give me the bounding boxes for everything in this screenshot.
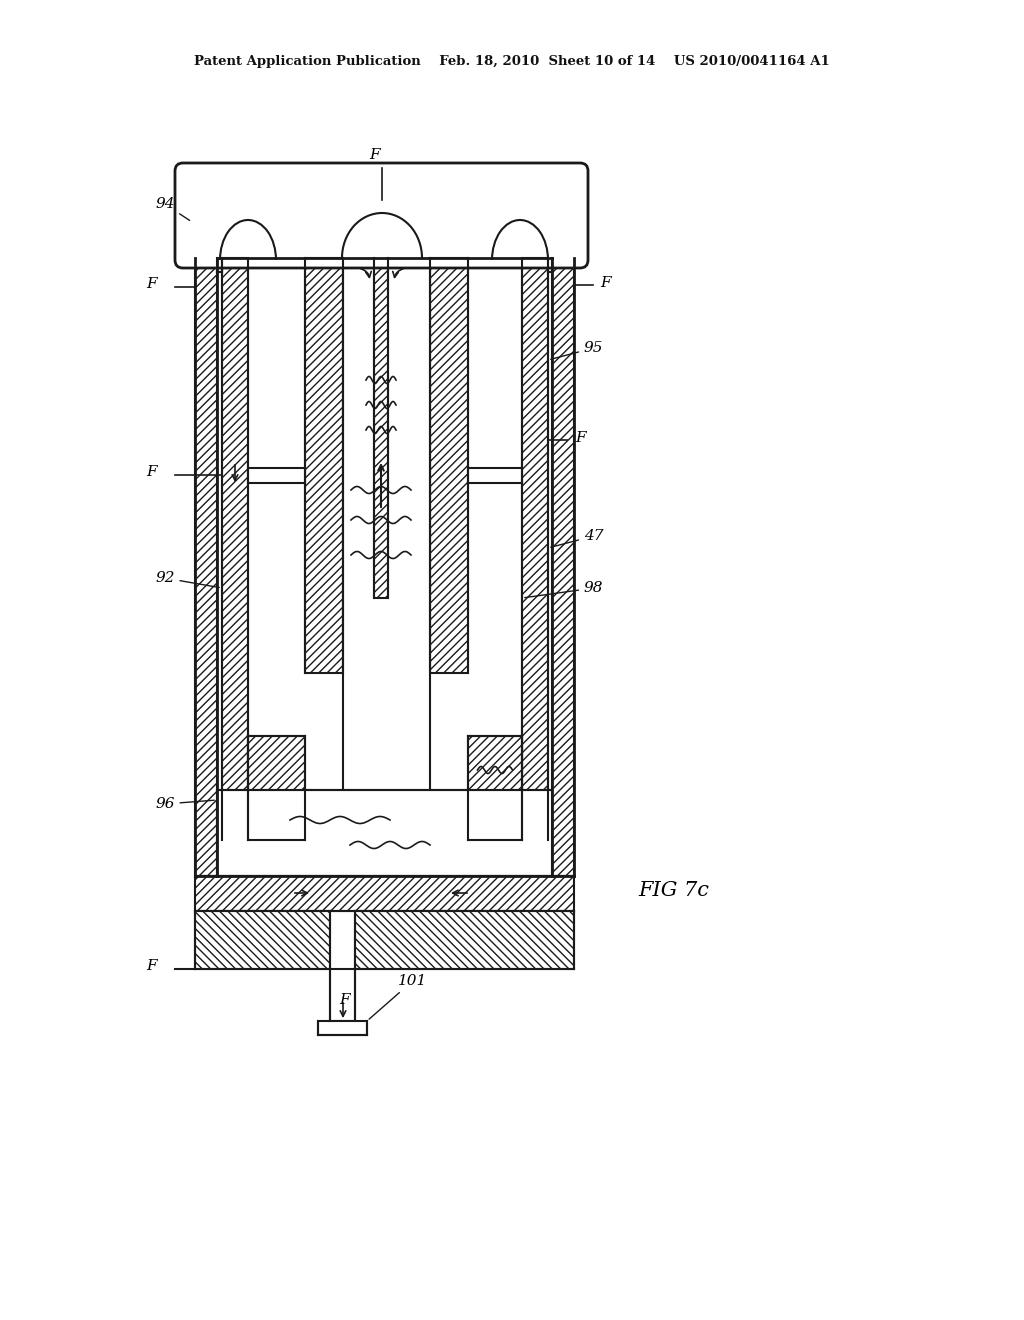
Bar (222, 260, 248, 840)
Bar (430, 257, 468, 673)
Text: FIG 7c: FIG 7c (638, 880, 709, 899)
Bar (468, 469, 522, 483)
Bar (248, 260, 305, 840)
Bar (355, 911, 574, 969)
Bar (305, 257, 343, 673)
Text: 47: 47 (551, 529, 603, 548)
Bar (552, 257, 574, 876)
Bar (248, 737, 305, 840)
Text: 95: 95 (551, 341, 603, 359)
Text: Patent Application Publication    Feb. 18, 2010  Sheet 10 of 14    US 2010/00411: Patent Application Publication Feb. 18, … (195, 55, 829, 69)
Text: F: F (146, 277, 157, 290)
Bar (468, 737, 522, 840)
Text: F: F (575, 432, 586, 445)
Text: F: F (340, 993, 350, 1007)
Text: 98: 98 (524, 581, 603, 598)
Bar (374, 257, 388, 598)
Bar (248, 469, 305, 483)
Bar (343, 257, 430, 840)
Bar (330, 969, 355, 1020)
Text: F: F (370, 148, 380, 162)
Text: F: F (146, 960, 157, 973)
Bar (318, 1020, 367, 1035)
Bar (195, 876, 574, 911)
Text: 101: 101 (369, 974, 427, 1019)
Bar (195, 257, 217, 876)
Text: F: F (146, 465, 157, 479)
Bar (522, 260, 548, 840)
Text: F: F (600, 276, 610, 290)
Text: 96: 96 (155, 797, 214, 810)
Text: 92: 92 (155, 572, 219, 587)
Bar (217, 789, 552, 876)
Text: 94: 94 (155, 197, 189, 220)
Bar (195, 911, 330, 969)
Bar (468, 260, 522, 840)
FancyBboxPatch shape (175, 162, 588, 268)
